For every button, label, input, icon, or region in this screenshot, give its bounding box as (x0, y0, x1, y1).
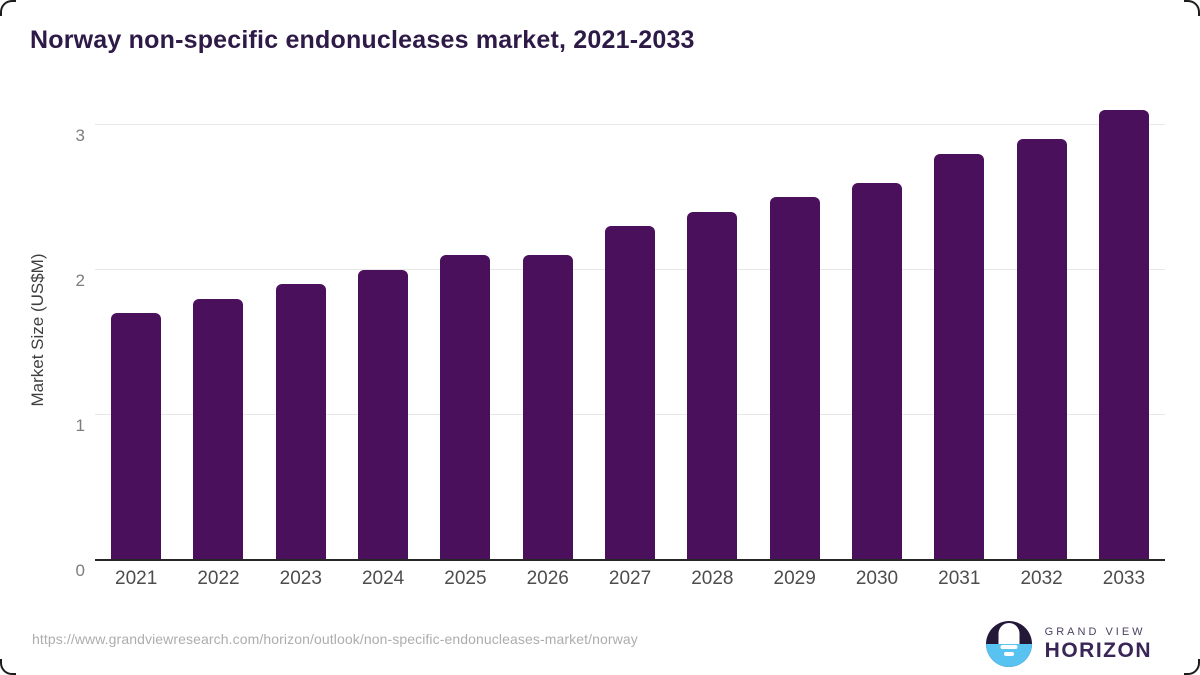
bar-slot-2029 (754, 100, 836, 560)
bar-slot-2031 (918, 100, 1000, 560)
bar-slot-2027 (589, 100, 671, 560)
y-tick-label-0: 0 (75, 561, 85, 580)
chart-title: Norway non-specific endonucleases market… (30, 26, 695, 54)
source-url: https://www.grandviewresearch.com/horizo… (32, 631, 638, 647)
x-axis-label-2029: 2029 (773, 568, 816, 589)
x-axis-label-2026: 2026 (526, 568, 569, 589)
bar-slot-2022 (177, 100, 259, 560)
bar-2029[interactable] (769, 197, 820, 560)
x-axis-label-2028: 2028 (691, 568, 734, 589)
bar-2023[interactable] (275, 284, 326, 560)
card-corner-border (1184, 659, 1200, 675)
bar-slot-2028 (671, 100, 753, 560)
bar-slot-2026 (507, 100, 589, 560)
bar-slot-2032 (1000, 100, 1082, 560)
grand-view-horizon-logo: GRAND VIEW HORIZON (985, 621, 1152, 667)
x-axis-label-2021: 2021 (115, 568, 158, 589)
logo-product-name: HORIZON (1044, 638, 1152, 662)
x-axis-label-2023: 2023 (279, 568, 322, 589)
bar-2033[interactable] (1098, 110, 1149, 560)
bar-2031[interactable] (934, 153, 985, 560)
bar-2030[interactable] (851, 182, 902, 560)
x-axis-labels: 2021 2022 2023 2024 2025 2026 2027 2028 2029 2030… (95, 568, 1165, 590)
card-corner-border (1184, 0, 1200, 16)
x-axis-line (95, 559, 1165, 561)
horizon-sun-icon (985, 621, 1032, 667)
y-tick-label-2: 2 (75, 270, 85, 290)
card-corner-border (0, 0, 16, 16)
y-tick-label-1: 1 (75, 415, 85, 435)
bar-2021[interactable] (111, 313, 162, 560)
x-axis-label-2022: 2022 (197, 568, 240, 589)
x-axis-label-2032: 2032 (1020, 568, 1063, 589)
bar-slot-2021 (95, 100, 177, 560)
x-axis-label-2027: 2027 (608, 568, 652, 589)
bars-container (95, 100, 1165, 560)
x-axis-label-2030: 2030 (855, 568, 899, 589)
logo-text: GRAND VIEW HORIZON (1045, 626, 1152, 663)
bar-2026[interactable] (522, 255, 573, 560)
bar-slot-2024 (342, 100, 424, 560)
x-axis-label-2024: 2024 (361, 568, 405, 589)
y-tick-label-3: 3 (75, 125, 85, 145)
x-axis-label-2031: 2031 (938, 568, 981, 589)
bar-2027[interactable] (605, 226, 656, 560)
plot-area (95, 100, 1165, 561)
bar-slot-2023 (260, 100, 342, 560)
card-corner-border (0, 659, 16, 675)
gridline-y3 (95, 123, 1165, 125)
bar-slot-2030 (836, 100, 918, 560)
bar-2022[interactable] (193, 298, 244, 560)
bar-slot-2033 (1083, 100, 1165, 560)
bar-slot-2025 (424, 100, 506, 560)
logo-brand-name: GRAND VIEW (1044, 625, 1146, 638)
x-axis-label-2033: 2033 (1102, 568, 1146, 589)
bar-2032[interactable] (1016, 139, 1067, 560)
bar-2028[interactable] (687, 211, 738, 560)
bar-2025[interactable] (440, 255, 491, 560)
bar-2024[interactable] (358, 269, 409, 560)
x-axis-label-2025: 2025 (444, 568, 487, 589)
